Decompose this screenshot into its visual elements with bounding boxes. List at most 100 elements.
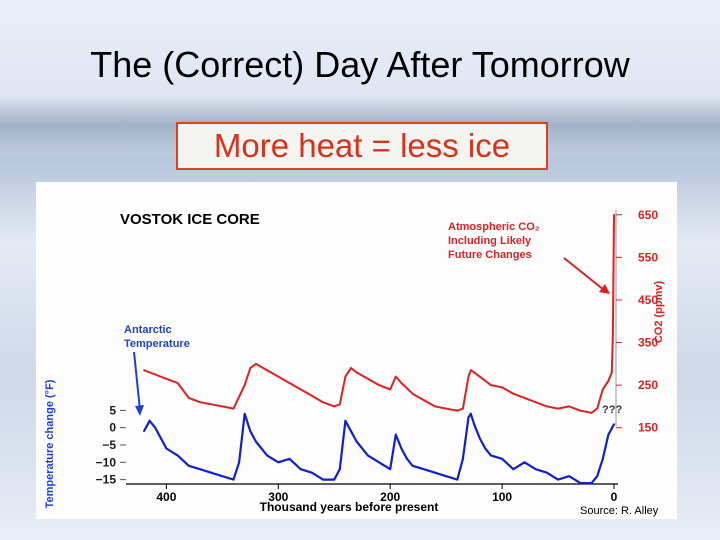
co2-point	[288, 382, 291, 384]
co2-point	[601, 388, 604, 391]
temperature-point	[187, 464, 190, 467]
temperature-point	[154, 426, 157, 429]
co2-point	[473, 371, 475, 374]
co2-point	[378, 384, 380, 386]
co2-point	[456, 409, 459, 412]
co2-point	[232, 407, 235, 410]
temperature-point	[148, 419, 151, 422]
temperature-point	[613, 423, 615, 426]
temperature-point	[243, 412, 246, 415]
temperature-point	[467, 416, 470, 419]
temperature-point	[512, 468, 515, 471]
x-tick-label: 400	[156, 490, 176, 504]
temperature-point	[473, 423, 475, 426]
temperature-point	[350, 430, 352, 433]
temperature-arrow-line	[133, 351, 141, 411]
co2-point	[322, 401, 324, 404]
annotation-temperature-line1: Antarctic	[124, 324, 172, 336]
temperature-point	[406, 457, 408, 460]
co2-point	[568, 405, 571, 408]
co2-point	[523, 397, 526, 399]
y-axis-left-label: Temperature change (°F)	[44, 379, 56, 508]
temperature-point	[311, 471, 313, 474]
temperature-point	[355, 440, 358, 443]
co2-point	[462, 407, 464, 410]
co2-point	[422, 399, 425, 401]
chart-title: VOSTOK ICE CORE	[120, 211, 260, 228]
y-left-tick-label: 5	[109, 403, 116, 417]
temperature-point	[389, 468, 392, 471]
temperature-point	[478, 437, 481, 439]
temperature-point	[434, 471, 436, 474]
co2-point	[490, 384, 492, 386]
co2-point	[338, 403, 341, 406]
temperature-point	[557, 478, 559, 481]
x-axis-label: Thousand years before present	[260, 500, 439, 514]
co2-point	[143, 369, 145, 372]
temperature-point	[255, 440, 257, 443]
temperature-point	[596, 475, 599, 478]
temperature-point	[288, 457, 291, 460]
co2-point	[434, 405, 436, 408]
co2-point	[350, 367, 352, 369]
annotation-temperature-line2: Temperature	[124, 338, 190, 350]
co2-point	[613, 213, 615, 216]
temperature-point	[546, 471, 548, 474]
x-tick-label: 300	[268, 490, 288, 504]
temperature-point	[469, 412, 472, 415]
temperature-point	[422, 468, 425, 471]
temperature-point	[568, 475, 571, 478]
co2-point	[187, 397, 190, 399]
co2-point	[221, 405, 224, 408]
temperature-point	[333, 478, 336, 481]
temperature-point	[523, 461, 526, 464]
temperature-point	[601, 457, 604, 460]
y-right-tick-label: 150	[638, 421, 658, 435]
x-tick-label: 200	[380, 490, 400, 504]
co2-point	[512, 392, 515, 395]
temperature-point	[490, 454, 492, 457]
co2-point	[557, 407, 559, 410]
co2-point	[154, 373, 157, 376]
co2-point	[165, 377, 168, 380]
co2-point	[467, 375, 470, 378]
co2-point	[249, 367, 252, 369]
co2-point	[501, 386, 503, 389]
temperature-point	[534, 468, 537, 471]
source-credit: Source: R. Alley	[580, 505, 659, 517]
temperature-point	[232, 478, 235, 481]
y-left-tick-label: −10	[96, 455, 117, 469]
co2-arrow-head	[599, 284, 610, 294]
co2-point	[610, 371, 613, 374]
temperature-point	[338, 468, 341, 471]
temperature-point	[266, 454, 268, 457]
annotation-co2-line1: Atmospheric CO₂	[448, 221, 540, 233]
slide-title: The (Correct) Day After Tomorrow	[90, 44, 630, 85]
temperature-point	[344, 419, 347, 422]
co2-point	[355, 371, 358, 374]
y-right-tick-label: 550	[638, 250, 658, 264]
co2-point	[311, 394, 313, 397]
co2-point	[445, 407, 447, 410]
co2-point	[243, 384, 246, 386]
y-right-tick-label: 350	[638, 336, 658, 350]
x-tick-label: 0	[611, 490, 618, 504]
temperature-point	[445, 475, 447, 478]
temperature-point	[277, 461, 280, 464]
temperature-point	[299, 468, 302, 471]
subtitle-box: More heat = less ice	[176, 122, 548, 170]
co2-point	[394, 375, 397, 378]
temperature-point	[210, 471, 213, 474]
co2-point	[400, 382, 403, 384]
co2-point	[607, 380, 610, 382]
temperature-point	[456, 478, 459, 481]
chart-svg: VOSTOK ICE CORE Antarctic Temperature At…	[44, 208, 665, 514]
co2-arrow-line	[563, 257, 605, 291]
temperature-point	[322, 478, 324, 481]
temperature-point	[501, 457, 503, 460]
temperature-point	[411, 464, 414, 467]
co2-point	[411, 392, 414, 395]
y-right-tick-label: 450	[638, 293, 658, 307]
temperature-point	[484, 447, 487, 450]
temperature-arrow-head	[135, 405, 144, 416]
